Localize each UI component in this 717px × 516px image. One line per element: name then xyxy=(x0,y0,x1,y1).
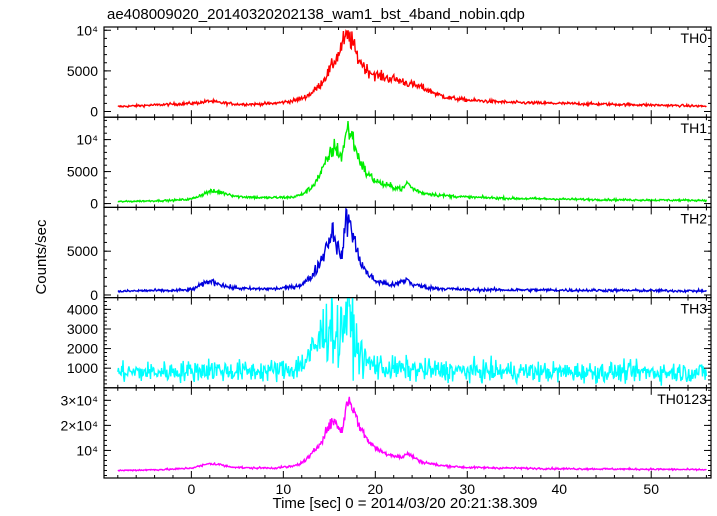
y-tick-label: 5000 xyxy=(67,243,98,259)
y-tick-label: 5000 xyxy=(67,164,98,180)
y-tick-label: 2×10⁴ xyxy=(60,417,98,433)
series-line-th1 xyxy=(117,121,708,204)
x-tick-label: 0 xyxy=(187,481,195,497)
x-tick-label: 20 xyxy=(368,481,384,497)
panel-frame xyxy=(103,206,712,299)
y-tick-label: 10⁴ xyxy=(76,132,98,148)
series-line-th2 xyxy=(117,207,707,294)
y-tick-label: 2000 xyxy=(67,341,98,357)
x-axis-label: Time [sec] 0 = 2014/03/20 20:21:38.309 xyxy=(272,495,537,512)
y-tick-label: 0 xyxy=(90,196,98,212)
panel-frame xyxy=(103,387,712,479)
y-tick-label: 3000 xyxy=(67,321,98,337)
series-line-th0123 xyxy=(117,396,707,472)
y-tick-label: 3×10⁴ xyxy=(60,392,98,408)
y-tick-label: 5000 xyxy=(67,63,98,79)
x-tick-label: 50 xyxy=(643,481,659,497)
y-tick-label: 0 xyxy=(90,104,98,120)
panel-frame xyxy=(103,116,712,208)
x-tick-label: 10 xyxy=(276,481,292,497)
x-tick-label: 30 xyxy=(459,481,475,497)
y-tick-label: 0 xyxy=(90,287,98,303)
y-tick-label: 10⁴ xyxy=(76,442,98,458)
y-tick-label: 4000 xyxy=(67,301,98,317)
y-tick-label: 1000 xyxy=(67,360,98,376)
y-tick-label: 10⁴ xyxy=(76,22,98,38)
panel-label-th3: TH3 xyxy=(681,301,708,317)
series-line-th0 xyxy=(117,29,707,109)
panel-label-th0123: TH0123 xyxy=(657,391,707,407)
x-tick-label: 40 xyxy=(551,481,567,497)
panels-group: 0 5000 10⁴ TH0 0 5000 10⁴ TH1 0 5000 TH2 1000 2000 30… xyxy=(60,22,712,497)
y-axis-label: Counts/sec xyxy=(33,219,50,295)
series-line-th3 xyxy=(117,297,708,386)
panel-label-th2: TH2 xyxy=(681,210,708,226)
panel-label-th0: TH0 xyxy=(681,30,708,46)
chart-title: ae408009020_20140320202138_wam1_bst_4ban… xyxy=(107,6,525,23)
panel-label-th1: TH1 xyxy=(681,120,708,136)
